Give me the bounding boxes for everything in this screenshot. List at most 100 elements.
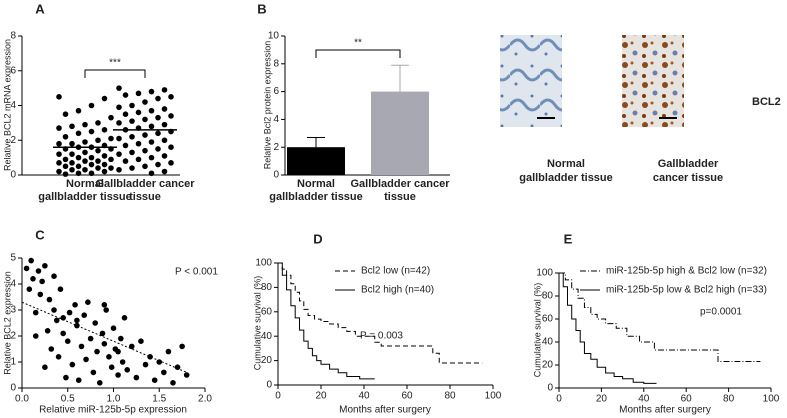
- y-tick-label: 4: [10, 100, 16, 111]
- ihc-image: [500, 35, 562, 127]
- panel-letter: E: [564, 231, 573, 246]
- dot: [142, 116, 148, 123]
- y-tick-label: 4: [10, 279, 16, 290]
- dot: [148, 139, 155, 145]
- trend-line: [21, 301, 187, 373]
- panel-letter: A: [35, 1, 45, 16]
- x-tick-label: 0: [275, 391, 281, 402]
- annotation: p=0.0001: [700, 307, 742, 318]
- point: [74, 322, 80, 329]
- x-tick-label: Normal: [297, 178, 335, 190]
- y-tick-label: 0: [10, 383, 16, 394]
- annotation: P < 0.001: [175, 267, 218, 278]
- y-tick-label: 4: [273, 114, 279, 125]
- dot: [95, 158, 101, 164]
- y-tick-label: 80: [261, 282, 273, 293]
- dot: [56, 160, 62, 166]
- ihc-images: BCL2 Normal gallbladder tissue Gallbladd…: [500, 35, 781, 184]
- image-caption: Gallbladder: [658, 158, 719, 170]
- point: [53, 317, 60, 324]
- annotation: P = 0.003: [360, 331, 403, 342]
- dot: [88, 102, 95, 109]
- dot: [148, 170, 155, 177]
- point: [55, 354, 62, 360]
- dot: [129, 133, 135, 140]
- dot: [56, 140, 62, 147]
- dot: [135, 156, 142, 163]
- x-tick-label: Gallbladder cancer: [350, 178, 450, 190]
- x-tick-label: 100: [763, 394, 780, 405]
- stain-label: BCL2: [752, 96, 781, 108]
- dot: [122, 142, 129, 149]
- dot: [56, 151, 62, 157]
- dot: [69, 160, 75, 166]
- dot: [62, 171, 69, 177]
- dot: [135, 90, 142, 97]
- dot: [108, 135, 114, 142]
- dot: [122, 111, 129, 117]
- point: [129, 343, 135, 350]
- point: [118, 335, 124, 342]
- dot: [116, 85, 122, 91]
- point: [161, 369, 167, 376]
- y-tick-label: 20: [261, 355, 273, 366]
- point: [92, 320, 98, 326]
- dot: [148, 154, 155, 161]
- point: [115, 348, 121, 355]
- dot: [155, 130, 161, 137]
- x-axis-title: Months after surgery: [339, 405, 431, 416]
- panel-letter: D: [313, 231, 322, 246]
- dot: [75, 154, 82, 161]
- dot: [116, 166, 122, 173]
- legend-label: Bcl2 low (n=42): [361, 266, 430, 277]
- dot: [56, 168, 62, 175]
- point: [26, 286, 33, 293]
- point: [32, 333, 39, 339]
- point: [81, 312, 88, 319]
- y-tick-label: 8: [273, 58, 279, 69]
- dot: [161, 87, 168, 93]
- y-tick-label: 40: [261, 331, 273, 342]
- dot: [161, 137, 168, 144]
- point: [170, 380, 176, 386]
- point: [96, 380, 103, 386]
- significance-label: ***: [109, 58, 121, 69]
- x-tick-label: 1.5: [152, 394, 166, 405]
- point: [60, 315, 66, 321]
- dot: [95, 147, 101, 154]
- point: [121, 315, 128, 321]
- x-tick-label: 60: [681, 394, 693, 405]
- dot: [129, 118, 135, 124]
- dot: [101, 168, 108, 175]
- image-caption: cancer tissue: [653, 172, 723, 184]
- dot: [116, 151, 122, 157]
- dot: [142, 132, 148, 138]
- point: [183, 372, 190, 378]
- x-tick-label: 40: [638, 394, 650, 405]
- y-tick-label: 6: [10, 65, 16, 76]
- point: [83, 356, 89, 363]
- point: [165, 348, 172, 355]
- dot: [88, 170, 95, 177]
- point: [51, 307, 57, 313]
- point: [69, 361, 76, 368]
- dot: [88, 128, 95, 135]
- dot: [62, 156, 69, 163]
- point: [179, 343, 185, 350]
- x-tick-label: 20: [315, 391, 327, 402]
- point: [28, 257, 34, 264]
- y-axis-title: Relative BCL2 mRNA expression: [2, 39, 12, 171]
- point: [110, 325, 117, 332]
- dot: [82, 139, 88, 145]
- point: [72, 302, 78, 308]
- x-tick-label: 100: [485, 391, 502, 402]
- x-tick-label: 80: [444, 391, 456, 402]
- dot: [122, 158, 129, 164]
- y-tick-label: 0: [266, 380, 272, 391]
- x-tick-label: 40: [358, 391, 370, 402]
- y-tick-label: 2: [273, 142, 279, 153]
- dot: [95, 137, 101, 144]
- y-tick-label: 100: [536, 268, 553, 279]
- point: [85, 299, 91, 306]
- legend-label: miR-125b-5p low & Bcl2 high (n=33): [606, 285, 767, 296]
